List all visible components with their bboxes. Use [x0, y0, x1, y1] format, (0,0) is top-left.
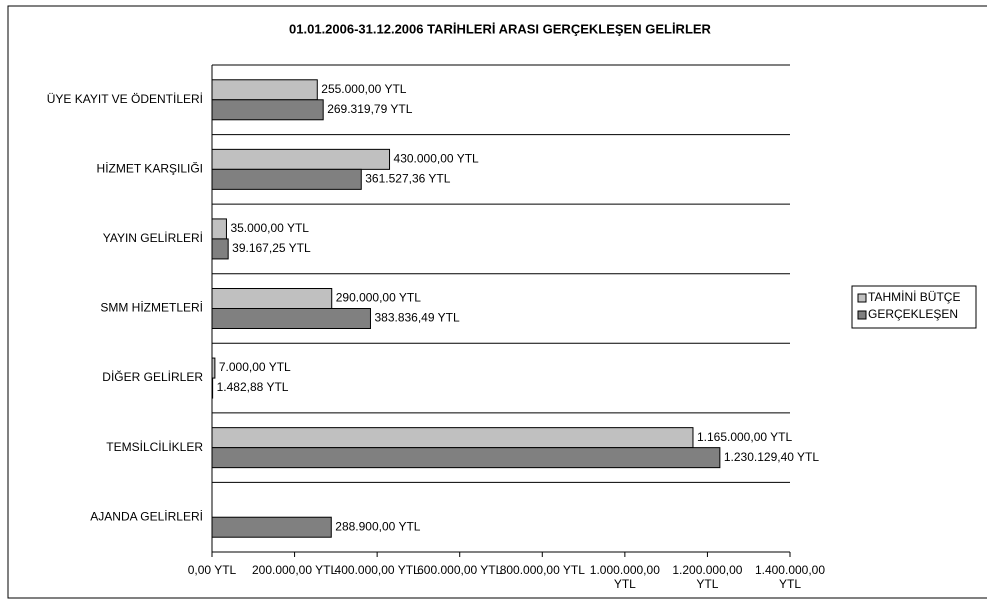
- value-label: 1.230.129,40 YTL: [724, 450, 820, 464]
- legend-box: [851, 285, 977, 329]
- category-label: AJANDA GELİRLERİ: [90, 509, 203, 523]
- bar: [211, 148, 391, 170]
- value-label: 383.836,49 YTL: [374, 311, 460, 325]
- value-label: 39.167,25 YTL: [232, 241, 311, 255]
- category-label: HİZMET KARŞILIĞI: [97, 161, 203, 176]
- x-tick-label: 0,00 YTL: [187, 563, 237, 577]
- legend-swatch: [857, 293, 867, 303]
- x-tick-label: 400.000,00 YTL: [334, 563, 420, 577]
- bar: [211, 168, 362, 190]
- value-label: 430.000,00 YTL: [394, 152, 480, 166]
- x-tick-label: 1.200.000,00 YTL: [672, 563, 743, 591]
- legend-label: GERÇEKLEŞEN: [868, 307, 958, 321]
- bar: [211, 99, 324, 121]
- value-label: 290.000,00 YTL: [336, 291, 422, 305]
- value-label: 255.000,00 YTL: [321, 82, 407, 96]
- x-tick-label: 600.000,00 YTL: [417, 563, 503, 577]
- x-tick-label: 1.000.000,00 YTL: [589, 563, 660, 591]
- category-label: DİĞER GELİRLER: [102, 369, 203, 384]
- bar: [211, 427, 694, 449]
- value-label: 35.000,00 YTL: [230, 221, 309, 235]
- chart-title: 01.01.2006-31.12.2006 TARİHLERİ ARASI GE…: [289, 21, 712, 36]
- chart-border: [7, 5, 987, 599]
- bar: [211, 288, 333, 309]
- value-label: 361.527,36 YTL: [365, 172, 451, 186]
- value-label: 269.319,79 YTL: [327, 102, 413, 116]
- x-tick-label: 800.000,00 YTL: [499, 563, 585, 577]
- bar: [211, 516, 332, 538]
- legend-swatch: [857, 310, 867, 320]
- bar: [211, 357, 216, 379]
- value-label: 1.165.000,00 YTL: [697, 430, 793, 444]
- value-label: 288.900,00 YTL: [335, 519, 421, 533]
- value-label: 1.482,88 YTL: [217, 380, 289, 394]
- bar: [211, 238, 229, 260]
- bar: [211, 218, 227, 240]
- category-label: YAYIN GELİRLERİ: [103, 231, 203, 245]
- value-label: 7.000,00 YTL: [219, 360, 291, 374]
- category-label: SMM HİZMETLERİ: [100, 301, 203, 315]
- bar: [211, 377, 214, 399]
- x-tick-label: 1.400.000,00 YTL: [754, 563, 826, 591]
- bar: [211, 79, 318, 101]
- category-label: TEMSİLCİLİKLER: [106, 440, 203, 454]
- bar: [211, 447, 721, 469]
- bar: [211, 308, 371, 329]
- category-label: ÜYE KAYIT VE ÖDENTİLERİ: [47, 92, 203, 106]
- x-tick-label: 200.000,00 YTL: [251, 563, 338, 577]
- legend-label: TAHMİNİ BÜTÇE: [868, 290, 960, 304]
